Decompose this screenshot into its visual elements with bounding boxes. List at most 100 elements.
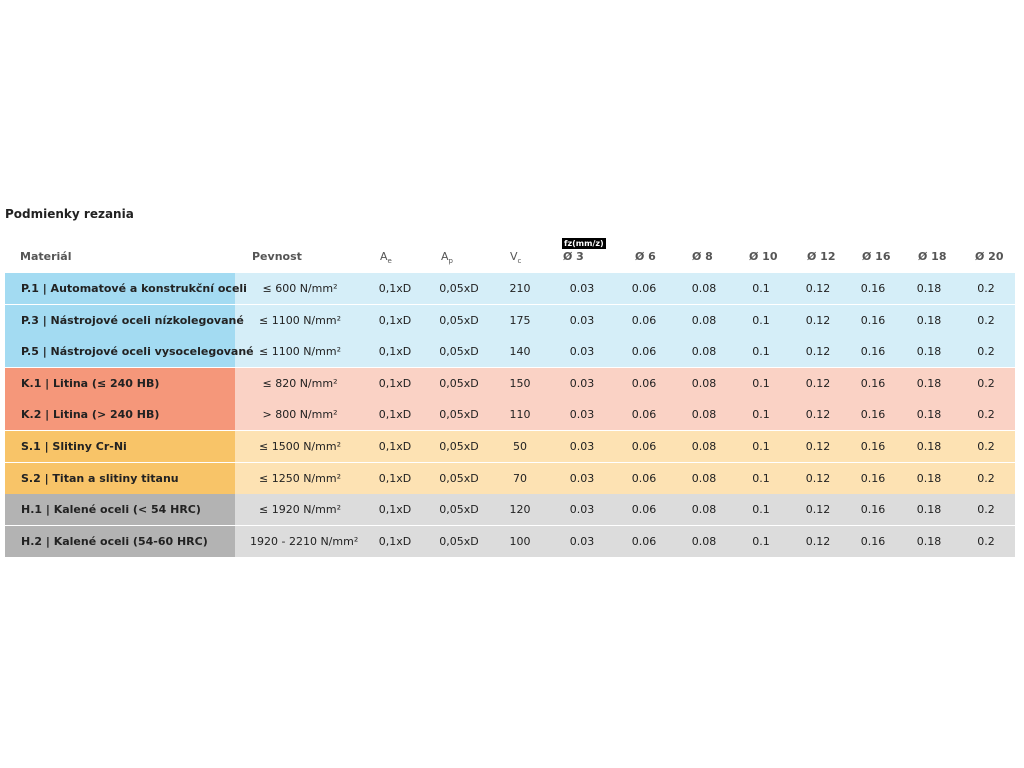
table-cell: 0.03 <box>569 345 595 359</box>
material-cell: S.1 | Slitiny Cr-Ni <box>5 431 235 462</box>
table-cell: 0.1 <box>752 313 770 327</box>
table-cell: 0,1xD <box>378 471 412 485</box>
header-text: Ø 3 <box>563 250 584 263</box>
table-cell: 0.03 <box>569 376 595 390</box>
table-cell: 0.2 <box>977 503 995 517</box>
table-cell: 0.16 <box>860 534 886 548</box>
header-text: Pevnost <box>252 250 302 263</box>
table-cell: 0.16 <box>860 313 886 327</box>
table-cell: 0.18 <box>916 313 942 327</box>
table-cell: 0.2 <box>977 313 995 327</box>
header-text: Ø 18 <box>918 250 947 263</box>
material-cell: K.2 | Litina (> 240 HB) <box>5 399 235 431</box>
table-cell: 0.03 <box>569 313 595 327</box>
table-cell: 50 <box>513 440 527 453</box>
table-cell: 0,05xD <box>439 503 479 517</box>
table-cell: 0.12 <box>805 345 831 359</box>
table-cell: 0.12 <box>805 376 831 390</box>
table-cell: 0,1xD <box>378 440 412 453</box>
table-cell: 0.16 <box>860 282 886 295</box>
table-cell: 1920 - 2210 N/mm² <box>250 534 359 548</box>
column-header: Ø 16 <box>862 250 891 263</box>
table-cell: 0.1 <box>752 282 770 295</box>
table-cell: 0.12 <box>805 471 831 485</box>
table-cell: 0,1xD <box>378 534 412 548</box>
table-cell: 0.06 <box>631 345 657 359</box>
table-cell: 0.1 <box>752 534 770 548</box>
header-text: Ø 12 <box>807 250 836 263</box>
table-cell: 0.2 <box>977 534 995 548</box>
table-cell: 0.06 <box>631 282 657 295</box>
table-cell: 0.18 <box>916 503 942 517</box>
table-cell: 0.08 <box>691 503 717 517</box>
header-text: Materiál <box>20 250 72 263</box>
table-cell: 0.06 <box>631 313 657 327</box>
material-cell: P.3 | Nástrojové oceli nízkolegované <box>5 304 244 336</box>
table-cell: 0.16 <box>860 471 886 485</box>
header-subscript: p <box>448 257 453 265</box>
table-cell: 0.16 <box>860 376 886 390</box>
table-cell: 0.03 <box>569 408 595 422</box>
table-cell: 0.18 <box>916 471 942 485</box>
table-cell: 0.06 <box>631 376 657 390</box>
table-cell: 0.12 <box>805 440 831 453</box>
table-cell: 0.1 <box>752 440 770 453</box>
table-cell: 0.1 <box>752 503 770 517</box>
material-cell: P.5 | Nástrojové oceli vysocelegované <box>5 336 254 368</box>
table-cell: 0.16 <box>860 440 886 453</box>
table-cell: 0,05xD <box>439 376 479 390</box>
table-cell: 0.18 <box>916 440 942 453</box>
table-cell: ≤ 600 N/mm² <box>262 282 338 295</box>
table-cell: 0.03 <box>569 440 595 453</box>
table-cell: 0,05xD <box>439 345 479 359</box>
table-cell: 0.08 <box>691 376 717 390</box>
material-cell: H.2 | Kalené oceli (54-60 HRC) <box>5 525 235 557</box>
column-header: Ap <box>441 250 453 265</box>
header-subscript: c <box>517 257 522 265</box>
table-cell: ≤ 1100 N/mm² <box>259 345 341 359</box>
table-cell: 0,05xD <box>439 282 479 295</box>
table-cell: 0.2 <box>977 408 995 422</box>
material-cell: S.2 | Titan a slitiny titanu <box>5 462 235 494</box>
table-cell: 100 <box>509 534 531 548</box>
table-cell: ≤ 820 N/mm² <box>262 376 338 390</box>
table-cell: ≤ 1100 N/mm² <box>259 313 341 327</box>
table-cell: 150 <box>509 376 531 390</box>
table-cell: 0.12 <box>805 408 831 422</box>
header-text: A <box>441 250 449 263</box>
table-cell: 0,05xD <box>439 408 479 422</box>
table-cell: 0.18 <box>916 376 942 390</box>
column-header: Ø 18 <box>918 250 947 263</box>
table-cell: 0.06 <box>631 471 657 485</box>
table-cell: 110 <box>509 408 531 422</box>
table-cell: 0.2 <box>977 282 995 295</box>
column-header: Ae <box>380 250 392 265</box>
table-cell: 0.06 <box>631 408 657 422</box>
header-text: Ø 16 <box>862 250 891 263</box>
header-text: Ø 6 <box>635 250 656 263</box>
table-cell: 0.08 <box>691 282 717 295</box>
table-cell: 0,05xD <box>439 313 479 327</box>
table-cell: > 800 N/mm² <box>262 408 338 422</box>
fz-label: fz(mm/z) <box>562 238 606 249</box>
table-cell: 0,1xD <box>378 313 412 327</box>
table-cell: 0,1xD <box>378 408 412 422</box>
table-cell: ≤ 1920 N/mm² <box>259 503 341 517</box>
table-cell: 0.03 <box>569 471 595 485</box>
table-cell: 0.18 <box>916 534 942 548</box>
table-cell: 0,05xD <box>439 440 479 453</box>
table-cell: 0,1xD <box>378 503 412 517</box>
table-cell: 0.06 <box>631 534 657 548</box>
table-cell: 0.03 <box>569 534 595 548</box>
column-header: Vc <box>510 250 521 265</box>
table-cell: 0.1 <box>752 345 770 359</box>
material-cell: H.1 | Kalené oceli (< 54 HRC) <box>5 494 235 526</box>
section-title: Podmienky rezania <box>5 207 134 221</box>
table-cell: 0,05xD <box>439 534 479 548</box>
header-text: Ø 8 <box>692 250 713 263</box>
table-cell: 0.18 <box>916 345 942 359</box>
table-cell: 0.2 <box>977 376 995 390</box>
table-cell: 0.2 <box>977 440 995 453</box>
column-header: Ø 12 <box>807 250 836 263</box>
